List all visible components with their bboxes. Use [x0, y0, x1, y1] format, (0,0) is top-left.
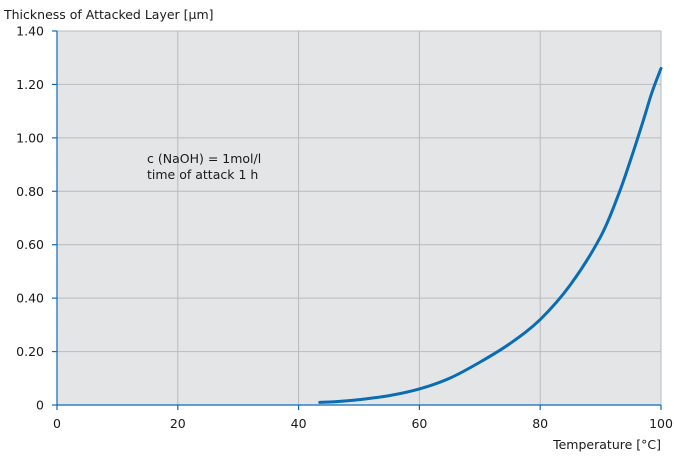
y-tick-label-1: 0.20	[16, 344, 44, 359]
y-tick-label-0: 0	[36, 398, 44, 413]
y-tick-label-2: 0.40	[16, 291, 44, 306]
x-tick-label-0: 0	[53, 416, 61, 431]
plot-background	[57, 31, 661, 405]
x-axis-title: Temperature [°C]	[552, 437, 661, 452]
y-tick-label-4: 0.80	[16, 184, 44, 199]
x-tick-label-5: 100	[649, 416, 673, 431]
tick-labels: 0 20 40 60 80 100 0 0.20 0.40 0.60 0.80 1.00 1.20 1.4…	[16, 24, 673, 432]
x-tick-label-1: 20	[170, 416, 186, 431]
y-tick-label-7: 1.40	[16, 24, 44, 39]
x-tick-label-4: 80	[532, 416, 548, 431]
series-layer	[318, 66, 663, 404]
x-tick-label-3: 60	[411, 416, 427, 431]
y-axis-title: Thickness of Attacked Layer [µm]	[3, 7, 214, 22]
y-tick-label-3: 0.60	[16, 237, 44, 252]
annotation-concentration: c (NaOH) = 1mol/l	[147, 151, 261, 166]
gridlines	[57, 30, 662, 405]
y-tick-label-5: 1.00	[16, 130, 44, 145]
axes	[52, 30, 662, 410]
series-line-0	[318, 66, 663, 404]
y-tick-label-6: 1.20	[16, 77, 44, 92]
x-tick-label-2: 40	[291, 416, 307, 431]
annotation-attack-time: time of attack 1 h	[147, 167, 258, 182]
